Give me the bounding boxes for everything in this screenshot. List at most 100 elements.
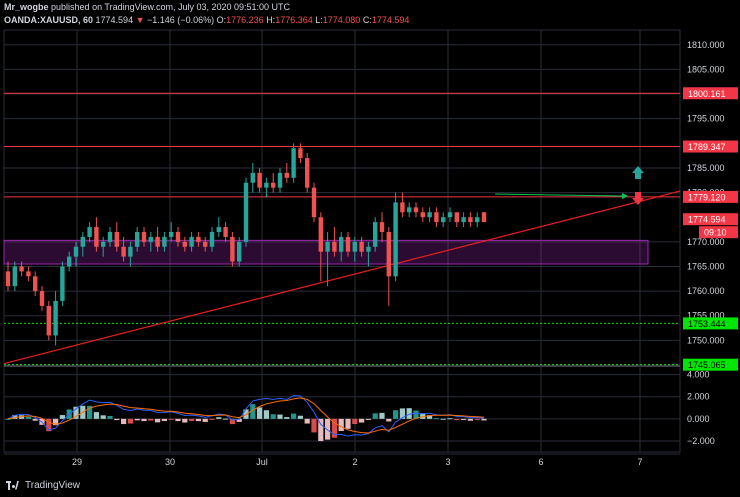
price-label-box [683, 213, 738, 226]
macd-histogram-bar [161, 418, 167, 422]
candle-body [413, 207, 419, 213]
candle-body [189, 236, 194, 247]
candle-body [332, 241, 337, 252]
candle-body [26, 271, 31, 277]
price-label-box [683, 358, 738, 371]
macd-histogram-bar [127, 418, 133, 424]
price-axis-tick: 1770.000 [687, 237, 725, 247]
candle-body [257, 172, 262, 188]
macd-histogram-bar [365, 418, 371, 420]
candle-body [298, 148, 303, 159]
price-axis-tick: 1785.000 [687, 163, 725, 173]
price-change: −1.146 (−0.06%) [147, 15, 215, 25]
candle-body [223, 227, 228, 237]
macd-histogram-bar [284, 417, 290, 419]
candle-body [243, 182, 249, 242]
macd-histogram-bar [345, 418, 351, 429]
candle-body [284, 172, 289, 178]
macd-histogram-bar [189, 418, 195, 421]
price-axis-tick: 1755.000 [687, 311, 725, 321]
macd-histogram-bar [87, 405, 93, 419]
macd-axis-tick: 2.000 [687, 392, 710, 402]
candle-body [148, 236, 153, 242]
macd-histogram-bar [202, 418, 208, 422]
close-value: 1774.594 [371, 15, 410, 25]
macd-histogram-bar [209, 418, 215, 420]
candle-body [447, 212, 453, 218]
candle-body [305, 158, 310, 188]
candle-body [46, 305, 51, 336]
candle-body [87, 227, 92, 237]
high-label: H: [266, 15, 276, 25]
candle-body [209, 231, 215, 247]
macd-histogram-bar [175, 418, 181, 422]
publish-info: Mr_wogbe published on TradingView.com, J… [4, 2, 290, 12]
trend-line [3, 190, 681, 365]
time-axis-label: 6 [538, 457, 543, 467]
brand-name: TradingView [25, 480, 81, 491]
macd-histogram-bar [107, 415, 113, 419]
macd-axis-tick: 0.000 [687, 414, 710, 424]
chart-header: Mr_wogbe published on TradingView.com, J… [0, 0, 740, 28]
tradingview-logo-icon [6, 480, 20, 491]
price-label-box [683, 140, 738, 153]
macd-histogram-bar [46, 418, 52, 432]
macd-histogram-bar [168, 418, 174, 420]
candle-body [67, 256, 72, 267]
candle-body [454, 212, 459, 223]
price-axis-tick: 1760.000 [687, 286, 725, 296]
macd-line [7, 395, 485, 437]
macd-histogram-bar [263, 410, 269, 419]
countdown-box [699, 226, 738, 239]
price-axis-tick: 1765.000 [687, 261, 725, 271]
down-arrow-icon [632, 192, 644, 205]
author-name[interactable]: Mr_wogbe [4, 2, 49, 12]
candle-body [121, 246, 126, 257]
candle-body [461, 217, 466, 223]
candle-body [373, 222, 378, 247]
macd-histogram-bar [427, 415, 433, 419]
tradingview-logo[interactable]: TradingView [6, 480, 80, 491]
time-axis-label: Jul [256, 457, 268, 467]
macd-histogram-bar [447, 418, 453, 420]
published-text: published on TradingView.com, July 03, 2… [51, 2, 291, 12]
macd-histogram-bar [440, 418, 446, 420]
macd-histogram-bar [379, 412, 385, 419]
candle-body [237, 241, 242, 262]
candle-body [379, 222, 385, 232]
price-axis-tick: 1810.000 [687, 40, 725, 50]
price-axis-tick: 1805.000 [687, 64, 725, 74]
candle-body [291, 148, 296, 178]
candle-body [407, 207, 412, 213]
candle-body [216, 227, 221, 232]
symbol-name[interactable]: OANDA:XAUUSD, 60 [4, 15, 94, 25]
candle-body [155, 236, 160, 247]
candle-body [33, 276, 38, 292]
macd-histogram-bar [406, 408, 412, 419]
candle-body [182, 241, 187, 247]
macd-histogram-bar [216, 417, 222, 419]
low-value: 1774.080 [322, 15, 361, 25]
candle-body [196, 236, 201, 242]
candle-body [128, 246, 133, 257]
price-label-box [683, 87, 738, 100]
candle-body [434, 212, 439, 223]
macd-histogram-bar [195, 418, 201, 422]
time-axis-label: 7 [637, 457, 642, 467]
projection-arrow-icon [622, 193, 628, 200]
macd-histogram-bar [32, 418, 38, 421]
candle-body [264, 182, 269, 188]
macd-histogram-bar [223, 418, 229, 420]
macd-histogram-bar [182, 418, 188, 423]
candle-body [19, 266, 24, 272]
candle-body [203, 241, 208, 247]
macd-histogram-bar [297, 415, 303, 419]
macd-histogram-bar [59, 415, 65, 419]
macd-histogram-bar [352, 418, 358, 425]
candle-body [230, 236, 235, 262]
time-axis-label: 2 [352, 457, 357, 467]
price-chart[interactable]: 2930Jul23671810.0001805.0001800.0001795.… [0, 0, 740, 474]
candle-body [107, 231, 113, 242]
macd-histogram-bar [53, 418, 59, 426]
candle-body [420, 212, 425, 218]
